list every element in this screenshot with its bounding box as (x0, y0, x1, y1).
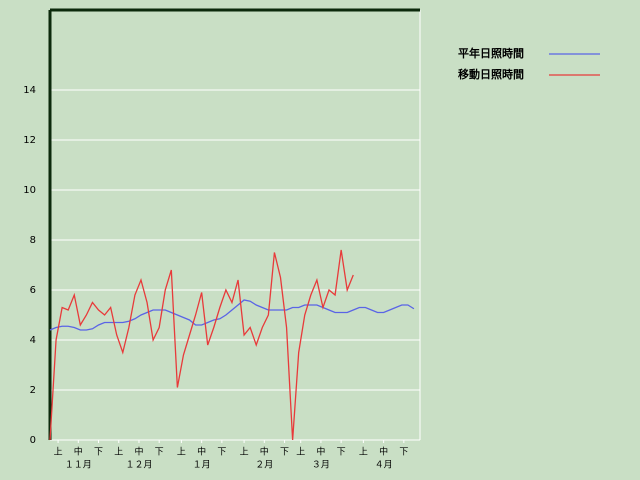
x-tick-label: 上 (114, 447, 123, 458)
x-tick-label: 上 (177, 447, 186, 458)
x-tick-label: 上 (359, 447, 368, 458)
x-tick-label: 上 (240, 447, 249, 458)
x-tick-label: 上 (54, 447, 63, 458)
y-tick-label: 2 (30, 385, 36, 396)
y-tick-label: 8 (30, 235, 36, 246)
month-label: ２月 (255, 460, 273, 471)
series-line (49, 299, 415, 331)
x-tick-label: 下 (155, 448, 164, 458)
x-tick-label: 中 (134, 446, 143, 458)
month-label: １２月 (125, 460, 152, 471)
month-label: ４月 (375, 460, 393, 471)
y-tick-label: 0 (30, 435, 36, 446)
y-tick-label: 14 (23, 85, 36, 96)
month-label: １月 (193, 460, 211, 471)
x-tick-label: 中 (197, 446, 206, 458)
legend-label: 移動日照時間 (458, 67, 524, 81)
x-tick-label: 下 (217, 448, 226, 458)
y-tick-label: 4 (30, 335, 36, 346)
legend-label: 平年日照時間 (458, 46, 524, 60)
x-tick-label: 中 (74, 446, 83, 458)
x-tick-label: 中 (260, 446, 269, 458)
month-label: １１月 (65, 460, 92, 471)
x-tick-label: 上 (296, 447, 305, 458)
x-tick-label: 下 (94, 448, 103, 458)
x-tick-label: 中 (379, 446, 388, 458)
y-tick-label: 12 (23, 135, 36, 146)
month-label: ３月 (312, 460, 330, 471)
y-tick-label: 10 (23, 185, 36, 196)
series-line (49, 249, 354, 441)
x-tick-label: 下 (399, 448, 408, 458)
x-tick-label: 下 (280, 448, 289, 458)
x-tick-label: 中 (316, 446, 325, 458)
x-tick-label: 下 (337, 448, 346, 458)
y-tick-label: 6 (30, 285, 36, 296)
